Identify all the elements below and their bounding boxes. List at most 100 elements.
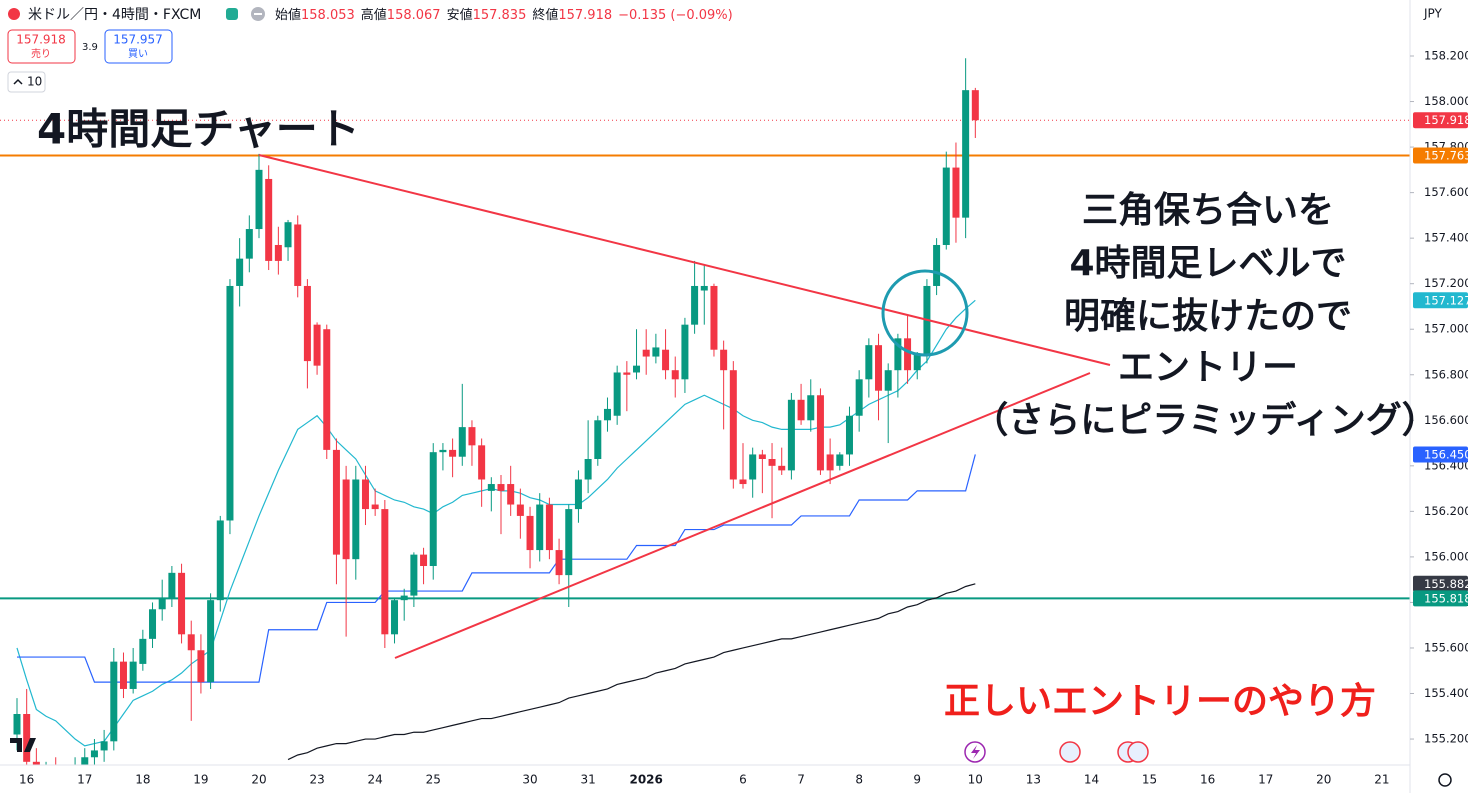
x-tick-label: 14 [1084,773,1099,787]
price-badge-label: 157.763 [1424,149,1468,163]
candle-body [100,741,108,751]
ohlc-name: 終値 [532,7,558,23]
price-badge [1413,446,1468,463]
event-bolt [971,745,980,759]
candle-body [565,509,573,576]
candle-body [613,372,621,416]
candle-body [971,90,979,121]
candle-body [836,454,844,466]
candle-body [449,449,457,457]
price-badge [1413,590,1468,607]
candle-body [303,285,311,362]
symbol[interactable]: 米ドル／円・4時間・FXCM [28,7,201,23]
settings-icon[interactable] [1438,773,1452,787]
price-badge [1413,575,1468,592]
candle-body [32,761,40,765]
flag-icon [8,8,20,20]
x-tick-label: 21 [1374,773,1389,787]
annotation-line: （さらにピラミッディング） [972,399,1437,441]
candle-body [410,554,418,596]
price-axis: 158.200158.000157.800157.600157.400157.2… [1410,49,1468,746]
x-tick-label: 16 [1200,773,1215,787]
candle-body [855,379,863,416]
annotation-line: 明確に抜けたので [1064,296,1352,337]
candle-body [381,509,389,635]
candle-body [516,504,524,516]
candle-body [497,484,505,491]
candle-body [352,479,360,560]
indicator-line [287,583,976,761]
candle-body [787,399,795,471]
y-tick-label: 158.200 [1424,49,1468,63]
ohlc-value: 158.053 [301,8,355,23]
candle-body [487,484,495,491]
candle-body [342,479,350,560]
x-tick-label: 31 [580,773,595,787]
candle-body [110,661,118,742]
candle-body [332,449,340,555]
economic-event-icon[interactable] [1127,741,1149,763]
candle-body [284,222,292,248]
candle-body [187,634,195,651]
ohlc-value: 158.067 [387,8,441,23]
candle-body [119,661,127,689]
ohlc-name: 始値 [275,7,301,23]
annotation-line: 4時間足レベルで [1069,243,1346,284]
y-tick-label: 156.800 [1424,367,1468,381]
x-tick-label: 9 [913,773,921,787]
currency[interactable]: JPY [1423,7,1443,21]
candle-body [265,178,273,261]
candle-body [633,365,641,373]
price-badge [1413,292,1468,309]
candle-body [671,370,679,380]
candle-body [933,244,941,286]
time-axis: 16 17 18 19 20 23 24 25 30 31 2026 6 7 8 9 10 13 14 15 16 17… [19,773,1389,787]
candle-body [962,90,970,218]
candle-body [400,595,408,601]
indicator-toggle[interactable] [7,71,46,93]
candle-body [149,609,157,639]
candle-body [526,515,534,551]
candle-body [875,345,883,391]
x-tick-label: 20 [251,773,266,787]
candle-body [545,504,553,551]
buy-button[interactable] [104,29,173,64]
annotation-caption: 正しいエントリーのやり方 [944,681,1376,722]
candle-body [158,597,166,610]
x-tick-label: 10 [968,773,983,787]
sell-button[interactable] [7,29,76,64]
candle-body [904,338,912,371]
candle-body [816,395,824,471]
x-tick-label: 15 [1142,773,1157,787]
candle-body [652,347,660,357]
candle-body [603,408,611,421]
candle-body [623,372,631,375]
x-tick-label: 7 [797,773,805,787]
candle-body [90,750,98,758]
x-tick-label: 17 [77,773,92,787]
economic-event-icon[interactable] [1059,741,1081,763]
candle-body [778,465,786,471]
annotation-line: エントリー [1118,347,1298,388]
candle-body [274,244,282,261]
candle-body [139,638,147,664]
ohlc-name: 安値 [447,7,473,23]
y-tick-label: 155.200 [1424,732,1468,746]
y-tick-label: 157.200 [1424,276,1468,290]
candle-body [913,354,921,371]
candle-body [942,167,950,245]
candle-body [178,572,186,635]
candle-body [574,479,582,510]
x-tick-label: 6 [739,773,747,787]
y-tick-label: 156.000 [1424,549,1468,563]
resistance-line [258,154,1111,366]
candle-body [478,445,486,480]
candle-body [226,285,234,521]
y-tick-label: 155.400 [1424,686,1468,700]
x-tick-label: 19 [193,773,208,787]
candle-body [797,399,805,421]
x-tick-label: 16 [19,773,34,787]
y-tick-label: 156.200 [1424,504,1468,518]
ohlc-change: −0.135 (−0.09%) [618,8,733,23]
